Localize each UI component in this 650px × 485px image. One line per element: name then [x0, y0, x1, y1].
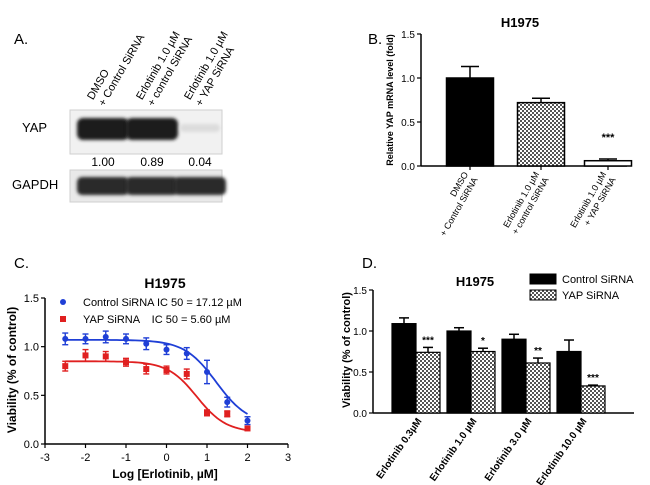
legend-swatch [529, 273, 557, 285]
significance-label: ** [534, 346, 542, 357]
data-point [102, 333, 109, 340]
bar [516, 101, 566, 167]
x-tick-label: Erlotinib 1.0 µM+ YAP SiRNA [568, 170, 618, 229]
y-tick-label: 1.0 [24, 342, 39, 354]
data-point [62, 335, 69, 342]
x-tick-label: 3 [285, 452, 291, 464]
significance-label: *** [602, 132, 616, 144]
data-point [123, 335, 129, 342]
x-tick-label: Erlotinib 1.0 µM+ control SiRNA [501, 170, 551, 236]
yap-quantification: 1.00 [91, 155, 115, 169]
data-point [204, 409, 210, 416]
bar [525, 362, 551, 414]
data-point [123, 359, 129, 366]
y-axis-label: Relative YAP mRNA level (fold) [385, 34, 395, 166]
data-point [143, 340, 150, 347]
chart-b: H1975 Relative YAP mRNA level (fold) 0.0 0.… [385, 15, 633, 238]
bar [445, 77, 495, 167]
y-tick-label: 1.0 [401, 74, 415, 85]
y-tick-label: 0.0 [353, 409, 367, 420]
bar [470, 350, 496, 414]
x-tick-label: 2 [244, 452, 250, 464]
yap-band [126, 118, 178, 140]
panel-label-c: C. [14, 255, 29, 272]
chart-d: H1975 Viability (% of control)0.0 0.5 1.0 1.… [341, 273, 634, 485]
y-tick-label: 0.5 [353, 368, 367, 379]
legend-label: Control SiRNA [562, 274, 634, 286]
gapdh-band [77, 177, 129, 195]
y-tick-label: 1.0 [353, 327, 367, 338]
chart-title: H1975 [144, 275, 185, 291]
gapdh-band [126, 177, 178, 195]
panel-label-d: D. [362, 255, 377, 272]
bar [446, 330, 472, 414]
x-tick-label: 1 [204, 452, 210, 464]
data-point [163, 367, 170, 374]
x-tick-label: Erlotinib 3.0 µM [483, 416, 535, 483]
legend-marker [60, 299, 66, 305]
x-tick-label: Erlotinib 0.3µM [375, 416, 425, 481]
bar [556, 350, 582, 414]
blot-row-label-gapdh: GAPDH [12, 177, 58, 192]
y-axis-label: Viability (% of control) [5, 307, 19, 433]
chart-title: H1975 [456, 274, 494, 289]
panel-label-b: B. [368, 31, 382, 48]
gapdh-band [174, 177, 226, 195]
x-axis-label: Log [Erlotinib, µM] [112, 467, 218, 481]
yap-band [180, 124, 220, 132]
y-tick-label: 1.5 [353, 286, 367, 297]
x-tick-label: -1 [121, 452, 131, 464]
data-point [244, 417, 251, 424]
data-point [62, 363, 69, 370]
bar [583, 159, 633, 167]
data-point [82, 352, 89, 359]
x-tick-label: Erlotinib 1.0 µM [428, 416, 480, 483]
y-tick-label: 0.0 [401, 162, 415, 173]
data-point [224, 399, 231, 406]
y-tick-label: 0.0 [24, 439, 39, 451]
y-tick-label: 1.5 [401, 30, 415, 41]
legend-label: YAP SiRNA IC 50 = 5.60 µM [83, 314, 230, 326]
data-point [183, 370, 190, 377]
x-tick-label: Erlotinib 10.0 µM [535, 416, 590, 485]
data-point [82, 335, 89, 342]
yap-band [77, 118, 129, 140]
data-point [102, 353, 109, 360]
fit-curve-yap [65, 360, 248, 431]
panel-label-a: A. [14, 31, 28, 48]
data-point [204, 368, 210, 375]
significance-label: *** [422, 335, 434, 346]
x-tick-label: -3 [40, 452, 50, 464]
chart-c: H1975 Viability (% of control) Log [Erloti… [5, 275, 291, 481]
data-point [224, 410, 231, 417]
legend-marker [60, 316, 66, 322]
y-axis-label: Viability (% of control) [341, 292, 353, 408]
legend-label: Control SiRNA IC 50 = 17.12 µM [83, 297, 242, 309]
legend-label: YAP SiRNA [562, 290, 620, 302]
significance-label: * [481, 336, 485, 347]
legend-swatch [529, 289, 557, 301]
blot-row-label-yap: YAP [22, 120, 47, 135]
data-point [183, 350, 190, 357]
x-tick-label: 0 [163, 452, 169, 464]
bar [391, 323, 417, 414]
bar [501, 338, 527, 414]
data-point [163, 346, 170, 353]
bar [415, 351, 441, 414]
data-point [143, 366, 150, 373]
data-point [244, 425, 251, 432]
fit-curve-control [65, 339, 248, 415]
y-tick-label: 0.5 [401, 118, 415, 129]
x-tick-label: DMSO+ Control SiRNA [438, 170, 480, 238]
significance-label: *** [587, 373, 599, 384]
bar [580, 385, 606, 414]
chart-title: H1975 [501, 15, 539, 30]
y-tick-label: 0.5 [24, 390, 39, 402]
yap-quantification: 0.04 [188, 155, 212, 169]
y-tick-label: 1.5 [24, 293, 39, 305]
yap-quantification: 0.89 [140, 155, 164, 169]
x-tick-label: -2 [81, 452, 91, 464]
